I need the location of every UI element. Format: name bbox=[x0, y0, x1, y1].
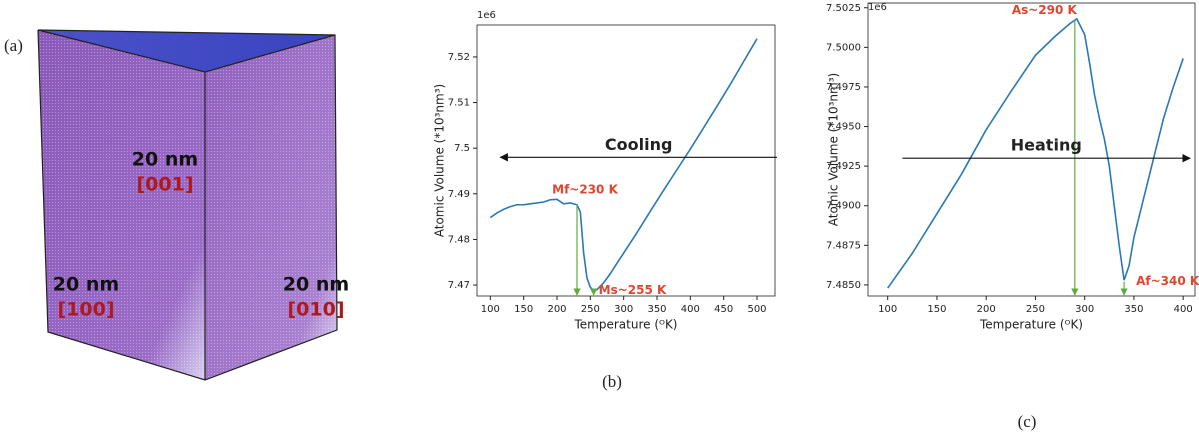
panel-caption: (c) bbox=[1018, 412, 1037, 431]
data-line bbox=[887, 17, 1184, 289]
y-tick-label: 7.49 bbox=[448, 189, 470, 200]
panel-caption: (b) bbox=[602, 372, 622, 391]
annotation: Ms~255 K bbox=[599, 283, 667, 297]
x-tick-label: 400 bbox=[1174, 304, 1193, 315]
x-axis-label: Temperature (ᴼK) bbox=[979, 318, 1083, 332]
cube-edge bbox=[37, 29, 336, 73]
x-tick-label: 200 bbox=[977, 304, 996, 315]
annotation: As~290 K bbox=[1012, 3, 1078, 17]
x-tick-label: 200 bbox=[547, 304, 566, 315]
y-tick-label: 7.4925 bbox=[826, 161, 861, 172]
y-axis-label: Atomic Volume (*10³nm³) bbox=[433, 84, 447, 237]
y-tick-label: 7.4875 bbox=[826, 240, 861, 251]
cube-direction: [010] bbox=[287, 299, 344, 321]
y-tick-label: 7.47 bbox=[448, 280, 470, 291]
x-tick-label: 150 bbox=[927, 304, 946, 315]
offset-label: 1e6 bbox=[477, 10, 496, 21]
x-tick-label: 150 bbox=[514, 304, 533, 315]
y-tick-label: 7.4900 bbox=[826, 201, 861, 212]
cube-size: 20 nm bbox=[283, 274, 349, 296]
x-tick-label: 350 bbox=[647, 304, 666, 315]
y-tick-label: 7.5000 bbox=[826, 42, 861, 53]
x-tick-label: 250 bbox=[581, 304, 600, 315]
plot-frame bbox=[476, 24, 776, 297]
panel-label: (a) bbox=[4, 36, 23, 55]
y-tick-label: 7.51 bbox=[448, 98, 470, 109]
cube-top bbox=[38, 30, 335, 72]
x-tick-label: 300 bbox=[1075, 304, 1094, 315]
cube-direction: [001] bbox=[136, 174, 193, 196]
arrow-label: Cooling bbox=[605, 135, 673, 154]
offset-label: 1e6 bbox=[868, 2, 887, 13]
y-tick-label: 7.4975 bbox=[826, 82, 861, 93]
x-tick-label: 400 bbox=[681, 304, 700, 315]
x-tick-label: 450 bbox=[714, 304, 733, 315]
cube-size: 20 nm bbox=[53, 274, 119, 296]
y-tick-label: 7.5 bbox=[454, 143, 470, 154]
x-tick-label: 300 bbox=[614, 304, 633, 315]
cube-edge bbox=[37, 29, 338, 381]
cube-size: 20 nm bbox=[132, 149, 198, 171]
x-tick-label: 250 bbox=[1026, 304, 1045, 315]
x-tick-label: 100 bbox=[878, 304, 897, 315]
y-tick-label: 7.5025 bbox=[826, 3, 861, 14]
cube-atoms bbox=[38, 30, 205, 380]
y-tick-label: 7.52 bbox=[448, 52, 470, 63]
cube-atoms bbox=[205, 35, 337, 380]
x-tick-label: 500 bbox=[747, 304, 766, 315]
y-tick-label: 7.4850 bbox=[826, 280, 861, 291]
plot-frame bbox=[867, 2, 1196, 297]
annotation: Mf~230 K bbox=[552, 182, 618, 196]
cube-direction: [100] bbox=[57, 299, 114, 321]
x-tick-label: 350 bbox=[1124, 304, 1143, 315]
arrow-label: Heating bbox=[1011, 136, 1082, 155]
y-axis-label: Atomic Volume (*10³nm³) bbox=[827, 73, 841, 226]
data-line bbox=[489, 38, 758, 292]
x-axis-label: Temperature (ᴼK) bbox=[573, 318, 677, 332]
y-tick-label: 7.4950 bbox=[826, 122, 861, 133]
cube bbox=[37, 29, 338, 381]
x-tick-label: 100 bbox=[481, 304, 500, 315]
y-tick-label: 7.48 bbox=[448, 234, 470, 245]
annotation: Af~340 K bbox=[1136, 274, 1199, 288]
